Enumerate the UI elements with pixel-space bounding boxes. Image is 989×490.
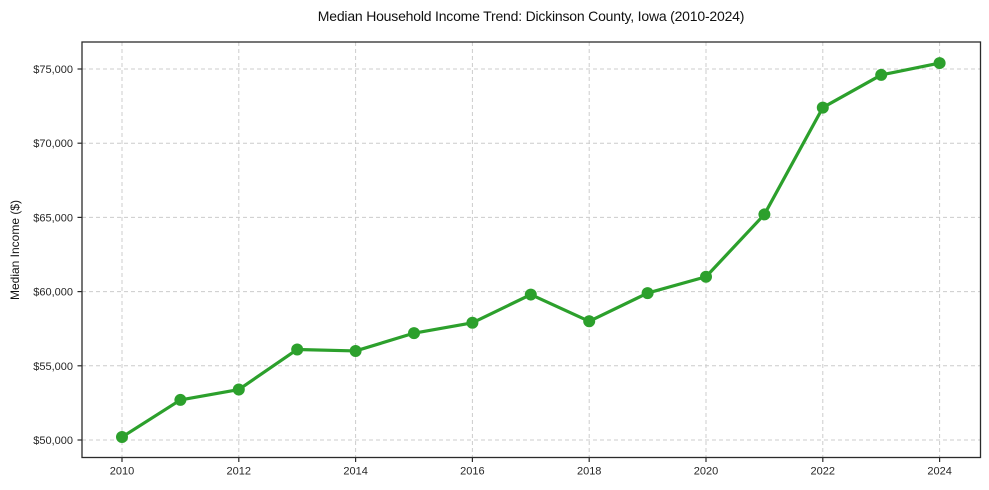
data-point-2012 <box>232 383 245 396</box>
y-tick-label: $60,000 <box>33 287 73 299</box>
x-tick-label: 2018 <box>577 466 601 478</box>
x-tick-label: 2024 <box>927 466 951 478</box>
data-point-2018 <box>583 315 596 328</box>
plot-area <box>82 42 981 458</box>
data-point-2016 <box>466 316 479 329</box>
x-tick-label: 2014 <box>343 466 367 478</box>
x-tick-label: 2012 <box>227 466 251 478</box>
data-point-2014 <box>349 344 362 357</box>
data-point-2021 <box>758 208 771 221</box>
data-point-2024 <box>933 57 946 70</box>
data-point-2020 <box>700 270 712 283</box>
data-point-2015 <box>408 327 420 340</box>
y-tick-label: $65,000 <box>33 212 73 224</box>
data-point-2023 <box>875 68 888 81</box>
y-tick-label: $70,000 <box>33 138 73 150</box>
x-tick-label: 2016 <box>460 466 484 478</box>
y-tick-label: $50,000 <box>33 435 73 447</box>
y-axis-label: Median Income ($) <box>8 199 22 301</box>
x-tick-label: 2020 <box>694 466 718 478</box>
chart-title: Median Household Income Trend: Dickinson… <box>317 8 745 24</box>
data-point-2013 <box>291 343 304 356</box>
x-tick-label: 2010 <box>110 466 134 478</box>
y-tick-label: $75,000 <box>33 64 73 76</box>
data-point-2017 <box>524 288 537 301</box>
y-tick-label: $55,000 <box>33 361 73 373</box>
data-point-2022 <box>816 101 829 114</box>
data-point-2019 <box>641 287 654 300</box>
data-point-2010 <box>116 431 128 444</box>
x-tick-label: 2022 <box>811 466 835 478</box>
data-point-2011 <box>174 393 187 406</box>
plot-border <box>81 41 982 459</box>
